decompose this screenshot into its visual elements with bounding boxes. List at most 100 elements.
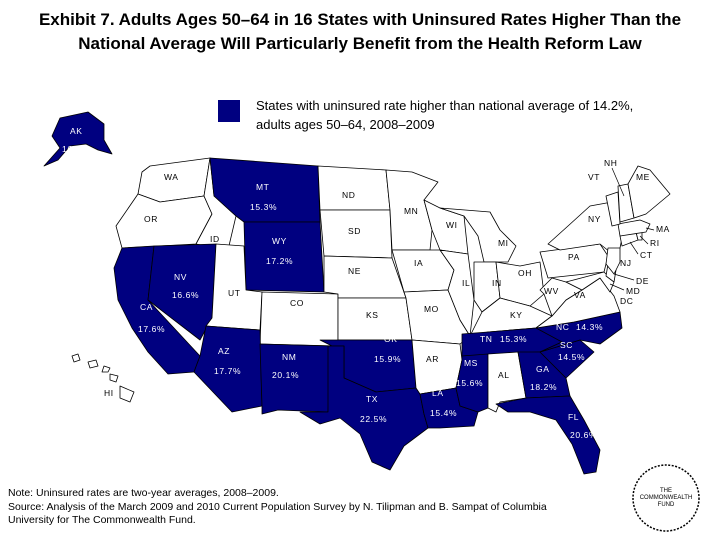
state-label-ne: NE — [348, 266, 361, 276]
state-label-ms: MS — [464, 358, 478, 368]
state-label-wi: WI — [446, 220, 458, 230]
state-label-ut: UT — [228, 288, 241, 298]
state-label-nm-rate: 20.1% — [272, 370, 299, 380]
state-label-ma: MA — [656, 224, 670, 234]
state-label-fl: FL — [568, 412, 579, 422]
state-label-az-rate: 17.7% — [214, 366, 241, 376]
state-label-ak: AK — [70, 126, 83, 136]
state-label-mt: MT — [256, 182, 269, 192]
state-label-al: AL — [498, 370, 510, 380]
state-me — [627, 165, 671, 219]
state-label-ok-rate: 15.9% — [374, 354, 401, 364]
state-md — [565, 271, 615, 293]
state-vt — [605, 191, 621, 227]
state-hi-island — [109, 373, 119, 383]
state-label-ca-rate: 17.6% — [138, 324, 165, 334]
state-label-ri: RI — [650, 238, 660, 248]
state-label-ak-rate: 16.5% — [62, 144, 89, 154]
state-label-tx: TX — [366, 394, 378, 404]
state-label-dc: DC — [620, 296, 633, 306]
state-label-mo: MO — [424, 304, 439, 314]
state-label-pa: PA — [568, 252, 580, 262]
state-label-id: ID — [210, 234, 220, 244]
logo-circle-icon — [632, 464, 700, 532]
state-label-tn: TN — [480, 334, 493, 344]
state-label-sc: SC — [560, 340, 573, 350]
note-line: Note: Uninsured rates are two-year avera… — [8, 487, 279, 499]
state-nd — [317, 165, 391, 211]
state-label-oh: OH — [518, 268, 532, 278]
state-label-tn-rate: 15.3% — [500, 334, 527, 344]
state-label-wv: WV — [544, 286, 559, 296]
state-label-wy-rate: 17.2% — [266, 256, 293, 266]
state-ar — [411, 339, 463, 395]
state-label-mi: MI — [498, 238, 509, 248]
state-label-mt-rate: 15.3% — [250, 202, 277, 212]
state-label-nm: NM — [282, 352, 296, 362]
state-label-nv-rate: 16.6% — [172, 290, 199, 300]
state-az — [193, 325, 263, 413]
state-label-ga-rate: 18.2% — [530, 382, 557, 392]
state-label-ky: KY — [510, 310, 523, 320]
state-label-mn: MN — [404, 206, 418, 216]
state-ak — [43, 111, 113, 167]
state-wv — [539, 277, 583, 317]
exhibit-title: Exhibit 7. Adults Ages 50–64 in 16 State… — [38, 10, 682, 53]
source-note: Note: Uninsured rates are two-year avera… — [8, 487, 568, 528]
state-mi — [439, 207, 517, 263]
state-ga — [517, 351, 571, 399]
state-label-nc-rate: 14.3% — [576, 322, 603, 332]
state-label-nh: NH — [604, 158, 617, 168]
state-label-co: CO — [290, 298, 304, 308]
source-line: Source: Analysis of the March 2009 and 2… — [8, 500, 547, 527]
state-label-de: DE — [636, 276, 649, 286]
state-hi-island — [119, 385, 135, 403]
state-label-nc: NC — [556, 322, 569, 332]
state-label-la-rate: 15.4% — [430, 408, 457, 418]
state-hi-island — [71, 353, 81, 363]
state-ma — [617, 219, 651, 237]
state-label-ok: OK — [384, 334, 397, 344]
state-label-ia: IA — [414, 258, 423, 268]
state-label-va: VA — [574, 290, 586, 300]
logo-line-1: THE — [660, 488, 672, 494]
state-label-ks: KS — [366, 310, 379, 320]
state-tx — [299, 345, 429, 471]
state-label-ct: CT — [640, 250, 653, 260]
state-label-nd: ND — [342, 190, 355, 200]
state-label-nv: NV — [174, 272, 187, 282]
logo-line-2: COMMONWEALTH — [639, 495, 693, 501]
state-label-vt: VT — [588, 172, 600, 182]
state-label-sd: SD — [348, 226, 361, 236]
state-label-sc-rate: 14.5% — [558, 352, 585, 362]
commonwealth-fund-logo: THE COMMONWEALTH FUND — [630, 462, 702, 534]
state-label-nj: NJ — [620, 258, 632, 268]
state-label-or: OR — [144, 214, 158, 224]
state-or — [115, 193, 213, 249]
legend-swatch — [218, 100, 240, 122]
state-label-md: MD — [626, 286, 640, 296]
logo-line-3: FUND — [657, 502, 675, 508]
state-il — [439, 249, 475, 337]
state-label-ar: AR — [426, 354, 439, 364]
state-label-ms-rate: 15.6% — [456, 378, 483, 388]
state-label-wy: WY — [272, 236, 287, 246]
state-label-ca: CA — [140, 302, 153, 312]
state-label-ny: NY — [588, 214, 601, 224]
state-hi-island — [101, 365, 111, 373]
state-ne — [323, 255, 407, 299]
state-label-ga: GA — [536, 364, 549, 374]
state-label-fl-rate: 20.6% — [570, 430, 597, 440]
state-hi-island — [87, 359, 99, 369]
state-fl — [495, 395, 601, 475]
state-nj — [605, 247, 621, 275]
state-label-in: IN — [492, 278, 502, 288]
state-label-tx-rate: 22.5% — [360, 414, 387, 424]
state-label-az: AZ — [218, 346, 230, 356]
state-label-wa: WA — [164, 172, 179, 182]
legend-text: States with uninsured rate higher than n… — [256, 98, 634, 132]
state-label-la: LA — [432, 388, 444, 398]
state-label-me: ME — [636, 172, 650, 182]
state-label-il: IL — [462, 278, 470, 288]
